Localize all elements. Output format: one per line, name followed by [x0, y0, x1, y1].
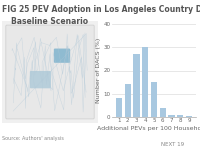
Bar — [125, 84, 131, 117]
X-axis label: Additional PEVs per 100 Households: Additional PEVs per 100 Households — [97, 126, 200, 131]
Text: FIG 25 PEV Adoption in Los Angeles Country DACs, Innovation Scenario, 2030, Chan: FIG 25 PEV Adoption in Los Angeles Count… — [2, 4, 200, 14]
Bar — [177, 115, 183, 117]
Bar — [186, 116, 192, 117]
Text: NEXT 19: NEXT 19 — [161, 142, 184, 147]
FancyBboxPatch shape — [6, 25, 94, 119]
Bar — [160, 108, 166, 117]
Text: Baseline Scenario: Baseline Scenario — [11, 16, 88, 26]
Bar — [151, 82, 157, 117]
Bar — [116, 98, 122, 117]
FancyBboxPatch shape — [30, 71, 51, 88]
Bar — [133, 54, 140, 117]
Bar — [142, 47, 148, 117]
Y-axis label: Number of DACS (%): Number of DACS (%) — [96, 38, 101, 103]
FancyBboxPatch shape — [54, 49, 70, 63]
Bar — [168, 115, 175, 117]
Text: Source: Authors' analysis: Source: Authors' analysis — [2, 136, 64, 141]
